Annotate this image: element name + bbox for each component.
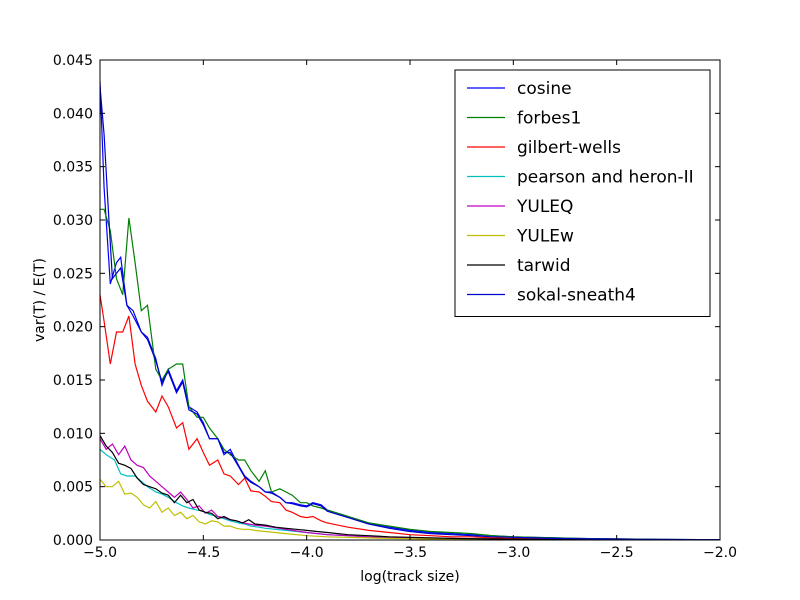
y-tick-label: 0.015 [53,373,93,389]
y-tick-label: 0.025 [53,266,93,282]
y-tick-label: 0.030 [53,213,93,229]
series-layer [100,81,720,540]
y-tick-label: 0.045 [53,53,93,69]
tick-layer: −5.0 −4.5 −4.0 −3.5 −3.0 −2.5 −2.0 0.000 0.005 0.… [53,53,737,561]
y-tick-label: 0.000 [53,533,93,549]
legend-label-yulew: YULEw [516,227,574,247]
legend-label-forbes1: forbes1 [517,109,581,129]
y-tick-label: 0.035 [53,160,93,176]
x-axis-label: log(track size) [360,569,460,585]
y-tick-label: 0.010 [53,426,93,442]
x-tick-label: −4.0 [290,545,324,561]
legend-label-gilbert-wells: gilbert-wells [517,138,621,158]
x-tick-label: −2.0 [703,545,737,561]
x-tick-label: −3.0 [496,545,530,561]
x-tick-label: −4.5 [186,545,220,561]
legend-label-pearson-and-heron-ii: pearson and heron-II [517,168,694,188]
legend-label-cosine: cosine [517,79,572,99]
x-tick-label: −3.5 [393,545,427,561]
legend: cosine forbes1 gilbert-wells pearson and he… [454,69,711,317]
y-tick-label: 0.020 [53,320,93,336]
legend-label-sokal-sneath4: sokal-sneath4 [517,286,636,306]
series-line-gilbert-wells [100,294,720,540]
x-tick-label: −5.0 [83,545,117,561]
legend-box [454,69,711,317]
series-line-sokal-sneath4 [100,86,720,540]
legend-label-yuleq: YULEQ [516,197,573,217]
y-tick-label: 0.005 [53,480,93,496]
y-tick-label: 0.040 [53,106,93,122]
x-tick-label: −2.5 [600,545,634,561]
legend-label-tarwid: tarwid [517,256,571,276]
series-line-tarwid [100,435,720,540]
y-axis-label: var(T) / E(T) [32,258,48,342]
